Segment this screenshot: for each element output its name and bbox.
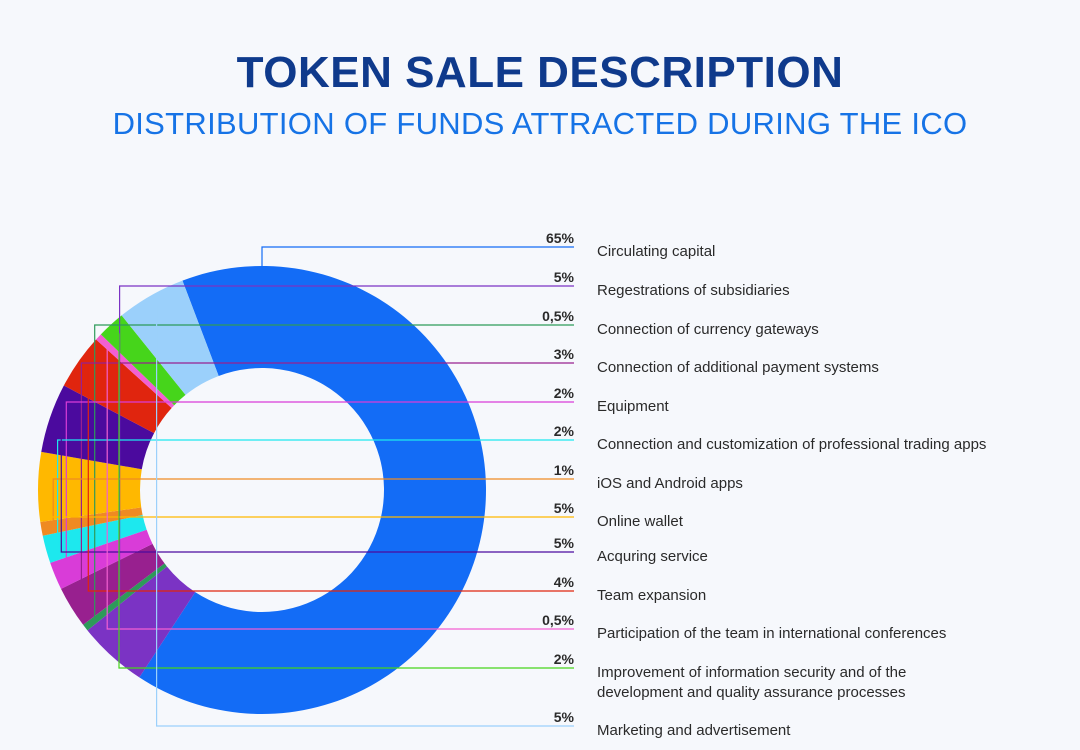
chart-subtitle: DISTRIBUTION OF FUNDS ATTRACTED DURING T… bbox=[112, 106, 968, 141]
slice-percent-7: 5% bbox=[554, 500, 575, 516]
leader-lines bbox=[49, 246, 574, 727]
leader-line-6 bbox=[52, 478, 574, 527]
slice-label-11-line-1: development and quality assurance proces… bbox=[597, 684, 906, 701]
slice-percent-4: 2% bbox=[554, 385, 575, 401]
slice-label-1: Regestrations of subsidiaries bbox=[597, 282, 790, 299]
slice-percent-8: 5% bbox=[554, 535, 575, 551]
slice-label-2: Connection of currency gateways bbox=[597, 321, 819, 338]
slice-percent-3: 3% bbox=[554, 346, 575, 362]
leader-line-3 bbox=[80, 362, 574, 602]
slice-1 bbox=[87, 566, 196, 678]
slice-label-4: Equipment bbox=[597, 398, 670, 415]
slice-label-12: Marketing and advertisement bbox=[597, 722, 791, 739]
slice-percent-10: 0,5% bbox=[542, 612, 574, 628]
slice-label-6: iOS and Android apps bbox=[597, 475, 743, 492]
slice-percent-6: 1% bbox=[554, 462, 575, 478]
leader-line-8 bbox=[60, 421, 574, 553]
slice-11 bbox=[100, 315, 186, 406]
slice-label-7: Online wallet bbox=[597, 513, 684, 530]
leader-line-4 bbox=[65, 401, 574, 572]
slice-0 bbox=[139, 266, 487, 714]
slice-label-8: Acquring service bbox=[597, 548, 708, 565]
slice-percent-5: 2% bbox=[554, 423, 575, 439]
slice-percent-11: 2% bbox=[554, 651, 575, 667]
slice-percent-0: 65% bbox=[546, 230, 575, 246]
leader-line-2 bbox=[94, 324, 574, 621]
slice-8 bbox=[41, 385, 155, 470]
slice-label-10: Participation of the team in internation… bbox=[597, 625, 946, 642]
leader-line-12 bbox=[156, 306, 574, 727]
leader-line-9 bbox=[87, 368, 574, 592]
slice-label-3: Connection of additional payment systems bbox=[597, 359, 879, 376]
slice-percent-1: 5% bbox=[554, 269, 575, 285]
slice-12 bbox=[121, 280, 219, 395]
slice-percent-9: 4% bbox=[554, 574, 575, 590]
slice-4 bbox=[50, 529, 153, 589]
legend-labels: 65% Circulating capital 5% Regestrations of… bbox=[542, 230, 986, 739]
leader-line-0 bbox=[261, 246, 574, 266]
leader-line-11 bbox=[118, 333, 574, 669]
leader-line-7 bbox=[49, 487, 574, 518]
donut-slices bbox=[38, 266, 487, 714]
slice-label-5: Connection and customization of professi… bbox=[597, 436, 986, 453]
chart-title: TOKEN SALE DESCRIPTION bbox=[236, 48, 844, 97]
slice-label-0: Circulating capital bbox=[597, 243, 715, 260]
leader-line-10 bbox=[106, 345, 574, 630]
slice-2 bbox=[83, 563, 167, 631]
slice-10 bbox=[96, 334, 175, 409]
slice-label-9: Team expansion bbox=[597, 587, 706, 604]
slice-label-11-line-0: Improvement of information security and … bbox=[597, 664, 906, 681]
slice-7 bbox=[38, 451, 142, 522]
slice-percent-2: 0,5% bbox=[542, 308, 574, 324]
leader-line-5 bbox=[56, 439, 574, 547]
slice-3 bbox=[61, 543, 165, 625]
slice-percent-12: 5% bbox=[554, 709, 575, 725]
